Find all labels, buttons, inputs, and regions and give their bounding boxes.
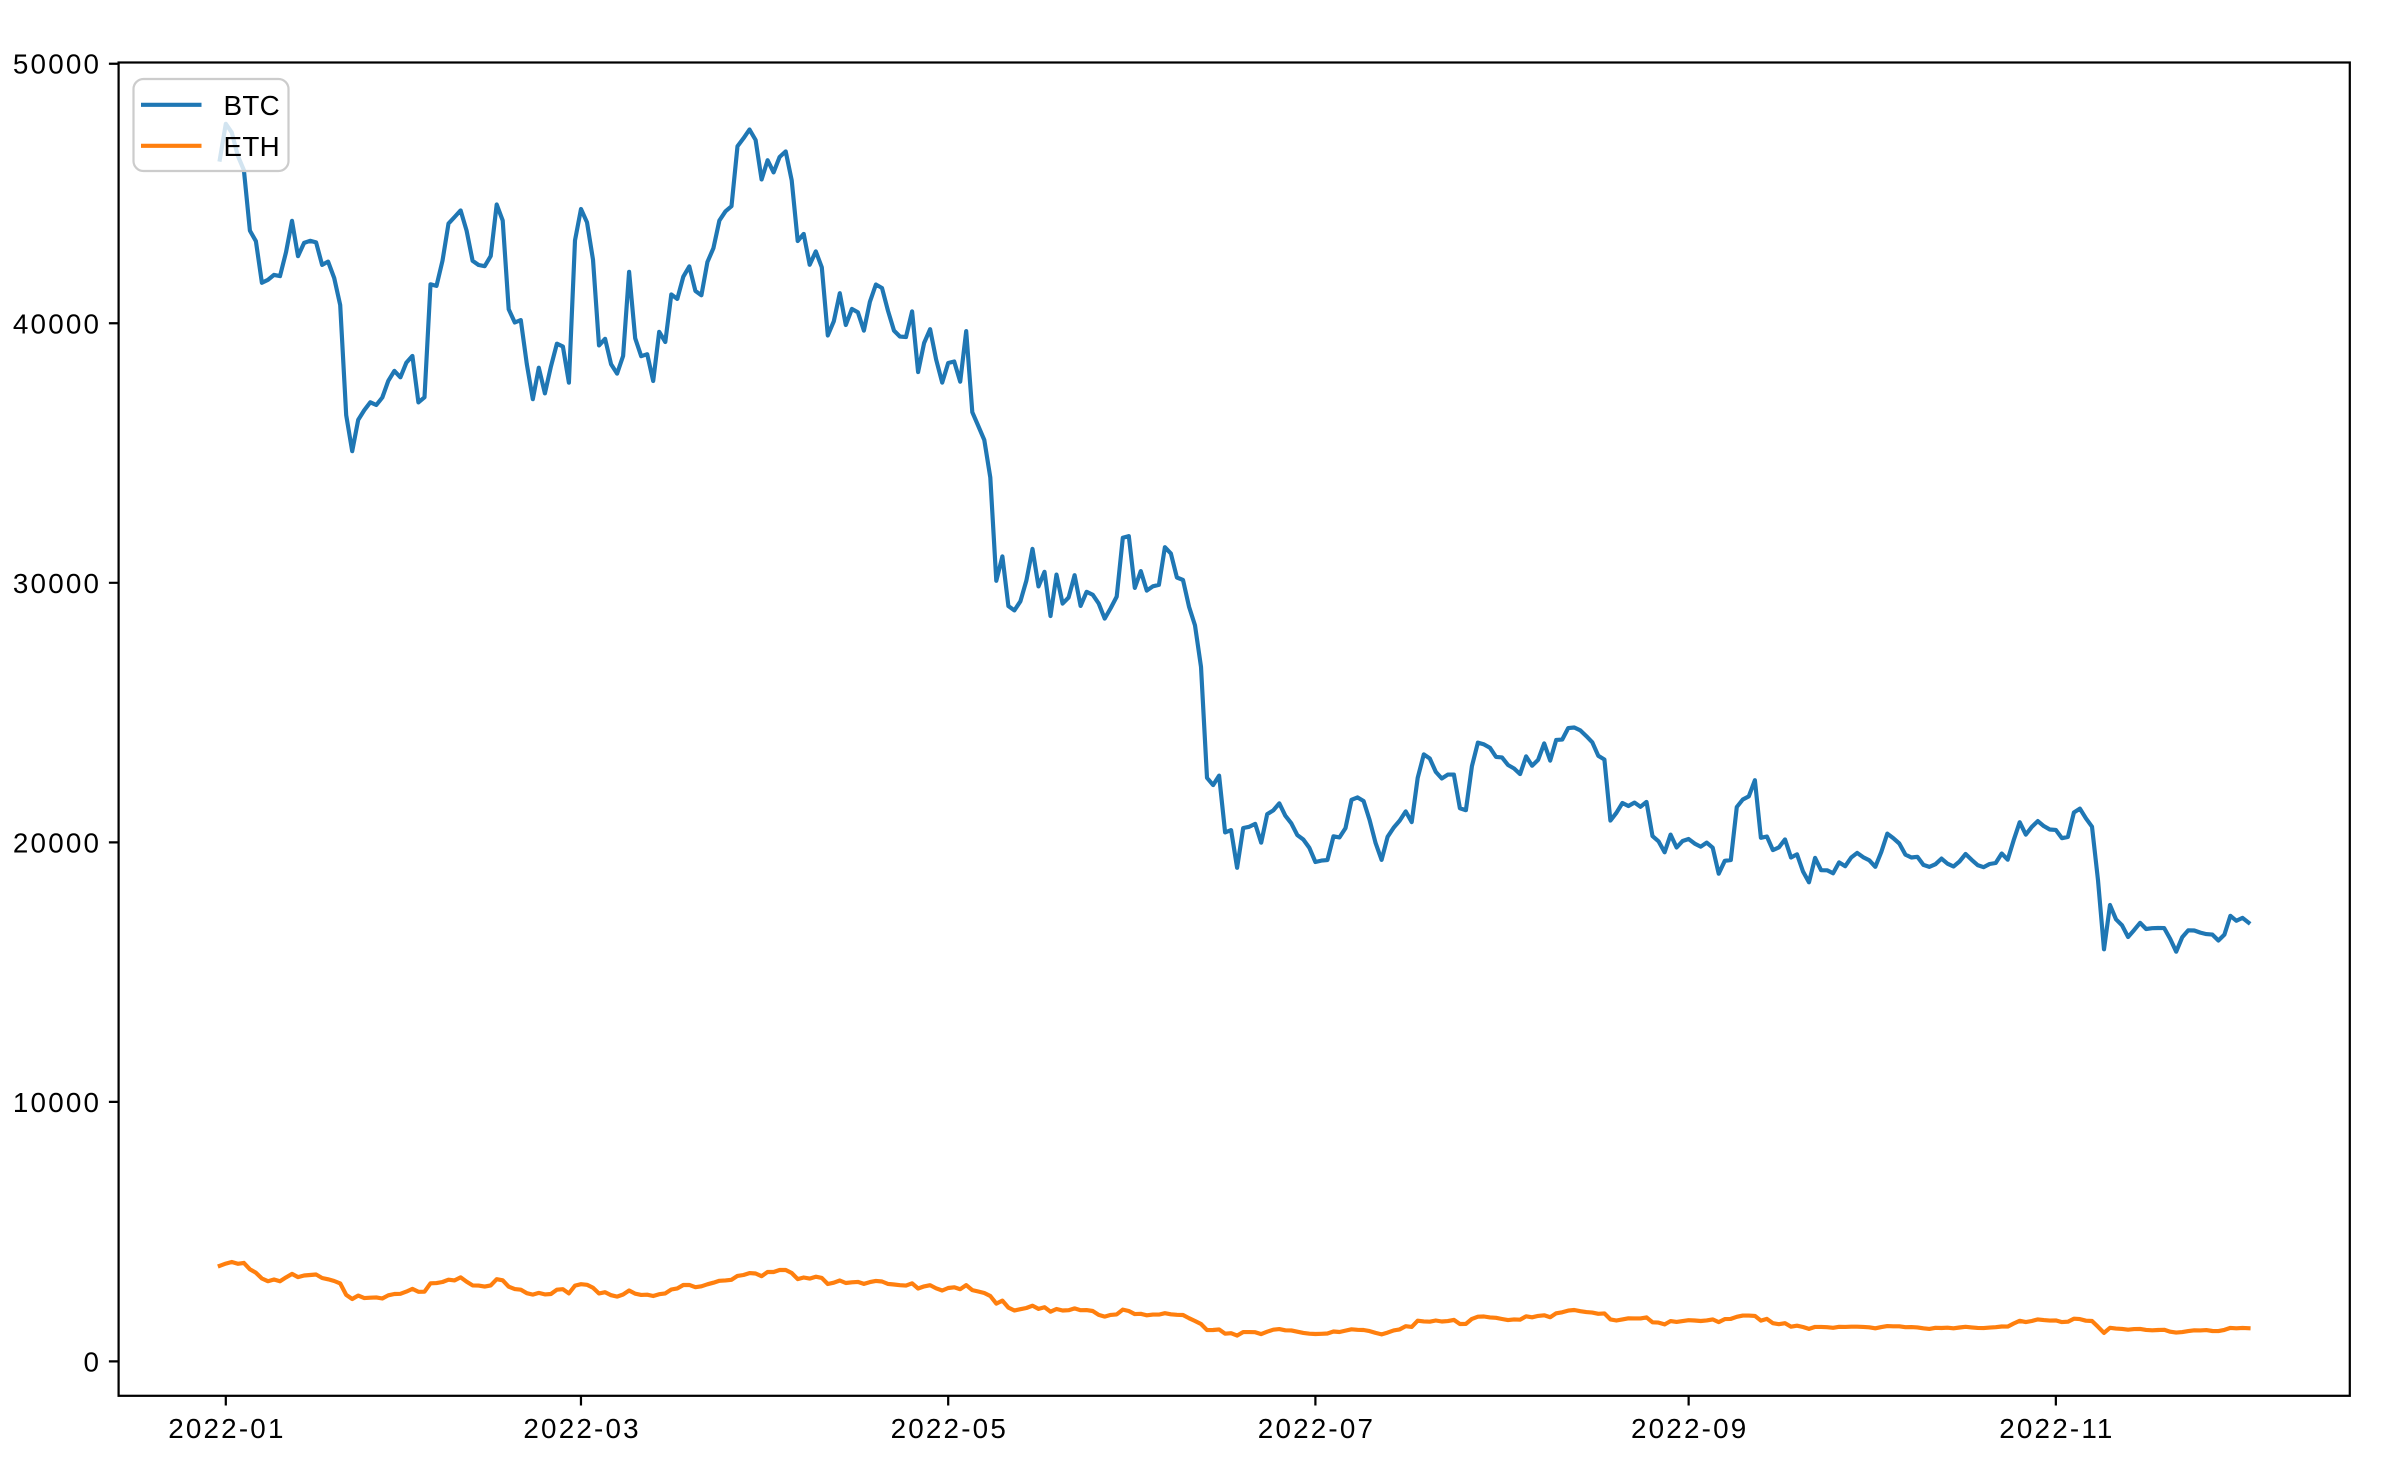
svg-text:0: 0 <box>84 1346 102 1377</box>
svg-text:2022-03: 2022-03 <box>523 1413 640 1444</box>
svg-text:2022-01: 2022-01 <box>168 1413 285 1444</box>
svg-text:10000: 10000 <box>13 1087 101 1118</box>
svg-text:40000: 40000 <box>13 308 101 339</box>
svg-text:ETH: ETH <box>224 131 281 162</box>
svg-text:30000: 30000 <box>13 568 101 599</box>
svg-text:50000: 50000 <box>13 49 101 80</box>
svg-text:2022-09: 2022-09 <box>1631 1413 1748 1444</box>
svg-text:2022-11: 2022-11 <box>1999 1413 2114 1444</box>
svg-text:2022-05: 2022-05 <box>891 1413 1008 1444</box>
svg-text:BTC: BTC <box>224 90 281 121</box>
svg-text:2022-07: 2022-07 <box>1258 1413 1375 1444</box>
svg-text:20000: 20000 <box>13 827 101 858</box>
